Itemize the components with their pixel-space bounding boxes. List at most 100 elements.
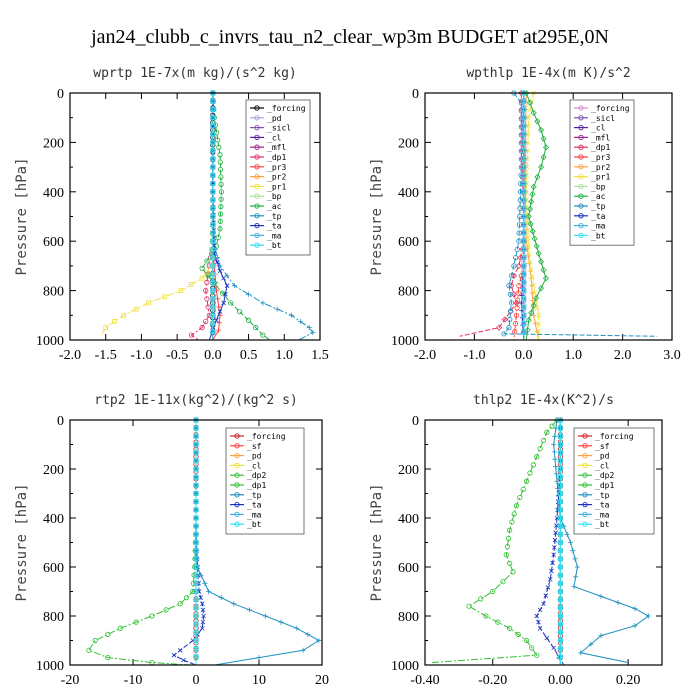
data-point xyxy=(188,332,195,338)
data-point xyxy=(525,317,532,324)
data-point xyxy=(525,131,531,137)
data-point xyxy=(557,547,564,554)
data-point xyxy=(529,191,536,198)
data-point xyxy=(529,228,536,235)
legend-label: _mfl xyxy=(267,143,286,152)
figure-title: jan24_clubb_c_invrs_tau_n2_clear_wp3m BU… xyxy=(90,26,609,48)
x-tick-label: -0.20 xyxy=(478,673,507,688)
series-ac xyxy=(523,89,550,341)
data-point xyxy=(552,545,557,550)
legend-label: _ma xyxy=(595,510,610,519)
legend-label: _pr2 xyxy=(591,163,610,172)
data-point xyxy=(200,625,205,631)
data-point xyxy=(540,437,547,444)
y-tick-label: 800 xyxy=(398,610,419,625)
data-point xyxy=(521,181,527,186)
data-point xyxy=(528,198,535,205)
data-point xyxy=(550,560,555,566)
data-point xyxy=(544,429,550,435)
data-point xyxy=(86,647,92,653)
legend-marker xyxy=(254,232,260,239)
data-point xyxy=(537,445,543,452)
data-point xyxy=(253,325,259,331)
data-point xyxy=(247,607,253,613)
data-point xyxy=(199,325,205,331)
series-line xyxy=(431,419,558,663)
series-ta xyxy=(171,417,206,666)
legend-label: _dp1 xyxy=(247,481,266,490)
data-point xyxy=(215,137,221,143)
legend-label: _tp xyxy=(595,491,610,500)
data-point xyxy=(521,238,527,244)
legend-marker xyxy=(578,213,584,219)
data-point xyxy=(209,221,216,228)
data-point xyxy=(557,457,564,464)
data-point xyxy=(178,288,184,294)
data-point xyxy=(521,263,527,269)
data-point xyxy=(557,482,564,489)
y-tick-label: 400 xyxy=(398,512,419,527)
y-tick-label: 800 xyxy=(43,285,64,300)
legend-marker xyxy=(254,154,260,160)
data-point xyxy=(205,273,211,279)
x-tick-label: -20 xyxy=(61,673,80,688)
data-point xyxy=(214,259,220,265)
data-point xyxy=(203,287,209,294)
data-point xyxy=(553,530,558,535)
data-point xyxy=(526,243,531,249)
data-point xyxy=(521,123,527,129)
x-tick-label: -2.0 xyxy=(414,348,436,363)
data-point xyxy=(300,647,306,653)
data-point xyxy=(297,318,303,324)
legend-marker xyxy=(578,203,584,209)
data-point xyxy=(192,425,200,432)
data-point xyxy=(538,258,545,265)
data-point xyxy=(557,596,564,603)
x-tick-label: 0.5 xyxy=(240,348,258,363)
legend-marker xyxy=(234,462,240,469)
data-point xyxy=(200,607,206,613)
data-point xyxy=(192,555,200,562)
data-point xyxy=(530,183,537,190)
series-line xyxy=(524,92,540,341)
data-point xyxy=(216,144,222,150)
data-point xyxy=(515,631,521,637)
data-point xyxy=(551,645,556,651)
data-point xyxy=(105,631,111,637)
data-point xyxy=(543,593,549,598)
data-point xyxy=(274,306,280,312)
data-point xyxy=(216,327,222,333)
data-point xyxy=(521,164,527,170)
data-point xyxy=(557,645,564,652)
data-point xyxy=(483,613,489,619)
legend: _forcing_sf_pd_cl_dp2_dp1_tp_ta_ma_bt xyxy=(573,427,655,535)
legend-label: _bp xyxy=(591,182,606,191)
data-point xyxy=(557,588,564,595)
legend-marker xyxy=(234,472,240,478)
data-point xyxy=(521,131,527,137)
data-point xyxy=(224,283,230,288)
data-point xyxy=(209,254,216,261)
y-tick-label: 400 xyxy=(43,186,64,201)
x-tick-label: 3.0 xyxy=(663,348,681,363)
data-point xyxy=(521,107,527,112)
plot-frame xyxy=(424,419,663,666)
data-point xyxy=(508,300,515,306)
data-point xyxy=(202,580,208,586)
data-point xyxy=(525,213,532,220)
data-point xyxy=(490,588,496,595)
legend-label: _tp xyxy=(247,491,262,500)
legend-marker xyxy=(254,105,260,111)
data-point xyxy=(192,449,200,456)
legend-marker xyxy=(254,242,260,248)
data-point xyxy=(557,441,564,448)
data-point xyxy=(503,552,509,558)
data-point xyxy=(217,226,223,232)
legend-marker xyxy=(578,183,584,190)
legend-marker xyxy=(582,521,588,527)
data-point xyxy=(209,262,216,269)
data-point xyxy=(512,329,518,335)
chart-panel-3: rtp2 1E-11x(kg^2)/(kg^2 s) Pressure [hPa]… xyxy=(14,393,329,688)
x-tick-label: 0.0 xyxy=(515,348,533,363)
